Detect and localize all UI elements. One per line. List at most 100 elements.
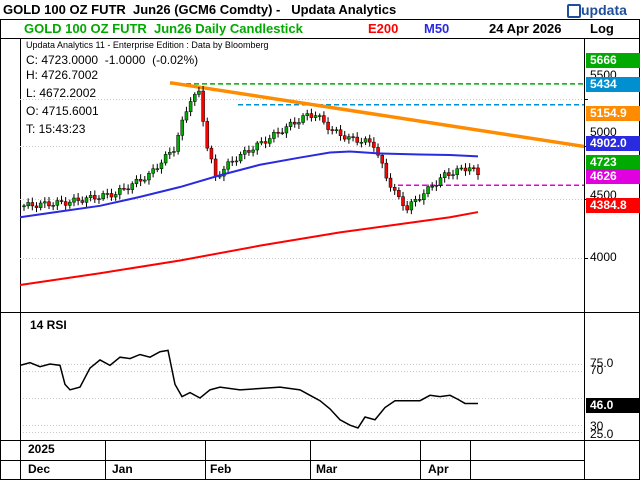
candle-body — [238, 153, 243, 162]
candle-body — [372, 141, 376, 148]
candle-body — [76, 197, 80, 201]
candle-body — [284, 126, 289, 134]
candle-body — [243, 150, 247, 155]
rsi-current-tag: 46.0 — [586, 398, 640, 413]
candle-body — [267, 138, 272, 144]
candle-body — [272, 131, 276, 139]
candle-body — [184, 111, 189, 121]
candle-body — [405, 205, 409, 211]
updata-logo-icon — [567, 4, 581, 18]
candle-body — [113, 194, 118, 198]
candle-body — [347, 136, 351, 140]
candle-body — [168, 151, 172, 155]
candle-body — [51, 205, 55, 207]
candle-body — [322, 115, 326, 123]
candle-body — [247, 150, 251, 153]
candle-body — [280, 132, 284, 134]
candle-body — [68, 201, 72, 206]
candle-body — [251, 149, 255, 153]
high-readout: H: 4726.7002 — [26, 68, 99, 82]
candle-body — [388, 177, 393, 188]
candle-body — [463, 167, 468, 172]
candle-body — [351, 136, 355, 138]
log-scale-label: Log — [590, 21, 614, 36]
candle-body — [342, 135, 347, 140]
candle-body — [143, 179, 147, 182]
candle-body — [213, 158, 218, 177]
candle-body — [188, 101, 193, 112]
low-readout: L: 4672.2002 — [26, 86, 97, 100]
candle-body — [417, 199, 422, 201]
candle-body — [301, 115, 305, 123]
month-apr: Apr — [428, 462, 449, 476]
candle-body — [172, 151, 176, 153]
candle-body — [397, 190, 401, 197]
candle-body — [209, 147, 214, 160]
candle-body — [338, 129, 343, 136]
candle-body — [363, 138, 368, 143]
candle-body — [22, 205, 26, 208]
candle-body — [97, 198, 101, 200]
candle-body — [80, 200, 85, 203]
month-mar: Mar — [316, 462, 338, 476]
candle-body — [222, 168, 226, 177]
candle-body — [122, 188, 126, 190]
candle-body — [367, 138, 372, 143]
rsi-label: 14 RSI — [30, 318, 67, 332]
candle-body — [138, 178, 143, 182]
candle-body — [118, 188, 122, 195]
candle-body — [193, 94, 197, 102]
candle-body — [384, 162, 389, 179]
candle-body — [442, 172, 447, 178]
candle-body — [234, 160, 239, 163]
candle-body — [176, 135, 180, 152]
candle-body — [359, 141, 364, 144]
candle-body — [55, 200, 60, 206]
candle-body — [26, 202, 30, 207]
candle-body — [205, 121, 210, 149]
level-tag-5434: 5434 — [586, 77, 640, 92]
candle-body — [334, 129, 339, 131]
candle-body — [147, 172, 151, 181]
candle-body — [409, 201, 414, 211]
candle-body — [422, 193, 426, 201]
candle-body — [63, 201, 68, 206]
e200-line — [19, 211, 479, 286]
candle-body — [88, 195, 93, 198]
candle-body — [197, 90, 201, 95]
candle-body — [163, 154, 168, 164]
candle-body — [355, 136, 359, 143]
candle-body — [326, 121, 330, 130]
candle-body — [309, 113, 314, 118]
rsi-tick-70: 70 — [590, 363, 604, 377]
time-readout: T: 15:43:23 — [26, 122, 86, 136]
close-readout: C: 4723.0000 -1.0000 (-0.02%) — [26, 53, 199, 67]
price-tick-4000: 4000 — [590, 250, 617, 264]
rsi-tick-75: 75.0 — [590, 356, 614, 370]
candle-body — [155, 168, 160, 170]
candle-body — [93, 195, 97, 200]
candle-body — [105, 193, 110, 195]
candle-body — [101, 193, 105, 199]
candle-body — [259, 141, 264, 144]
updata-logo-text: updata — [581, 2, 627, 18]
edition-label: Updata Analytics 11 - Enterprise Edition… — [26, 40, 269, 50]
rsi-line — [19, 349, 478, 429]
candle-body — [305, 113, 309, 116]
level-tag-5666: 5666 — [586, 53, 640, 68]
candle-body — [317, 115, 322, 117]
month-dec: Dec — [28, 462, 51, 476]
candle-body — [376, 147, 380, 156]
trendline — [169, 80, 585, 149]
candle-body — [459, 167, 464, 170]
date-label: 24 Apr 2026 — [489, 21, 562, 36]
title-bar: GOLD 100 OZ FUTR Jun26 (GCM6 Comdty) - U… — [0, 0, 640, 20]
candle-body — [43, 201, 47, 204]
candle-body — [255, 142, 259, 151]
rsi-tick-30: 30 — [590, 419, 604, 433]
candle-body — [447, 172, 451, 176]
candle-body — [59, 200, 64, 202]
last-price-tag: 4723 — [586, 155, 640, 170]
candle-body — [276, 131, 280, 134]
candle-body — [84, 197, 89, 203]
